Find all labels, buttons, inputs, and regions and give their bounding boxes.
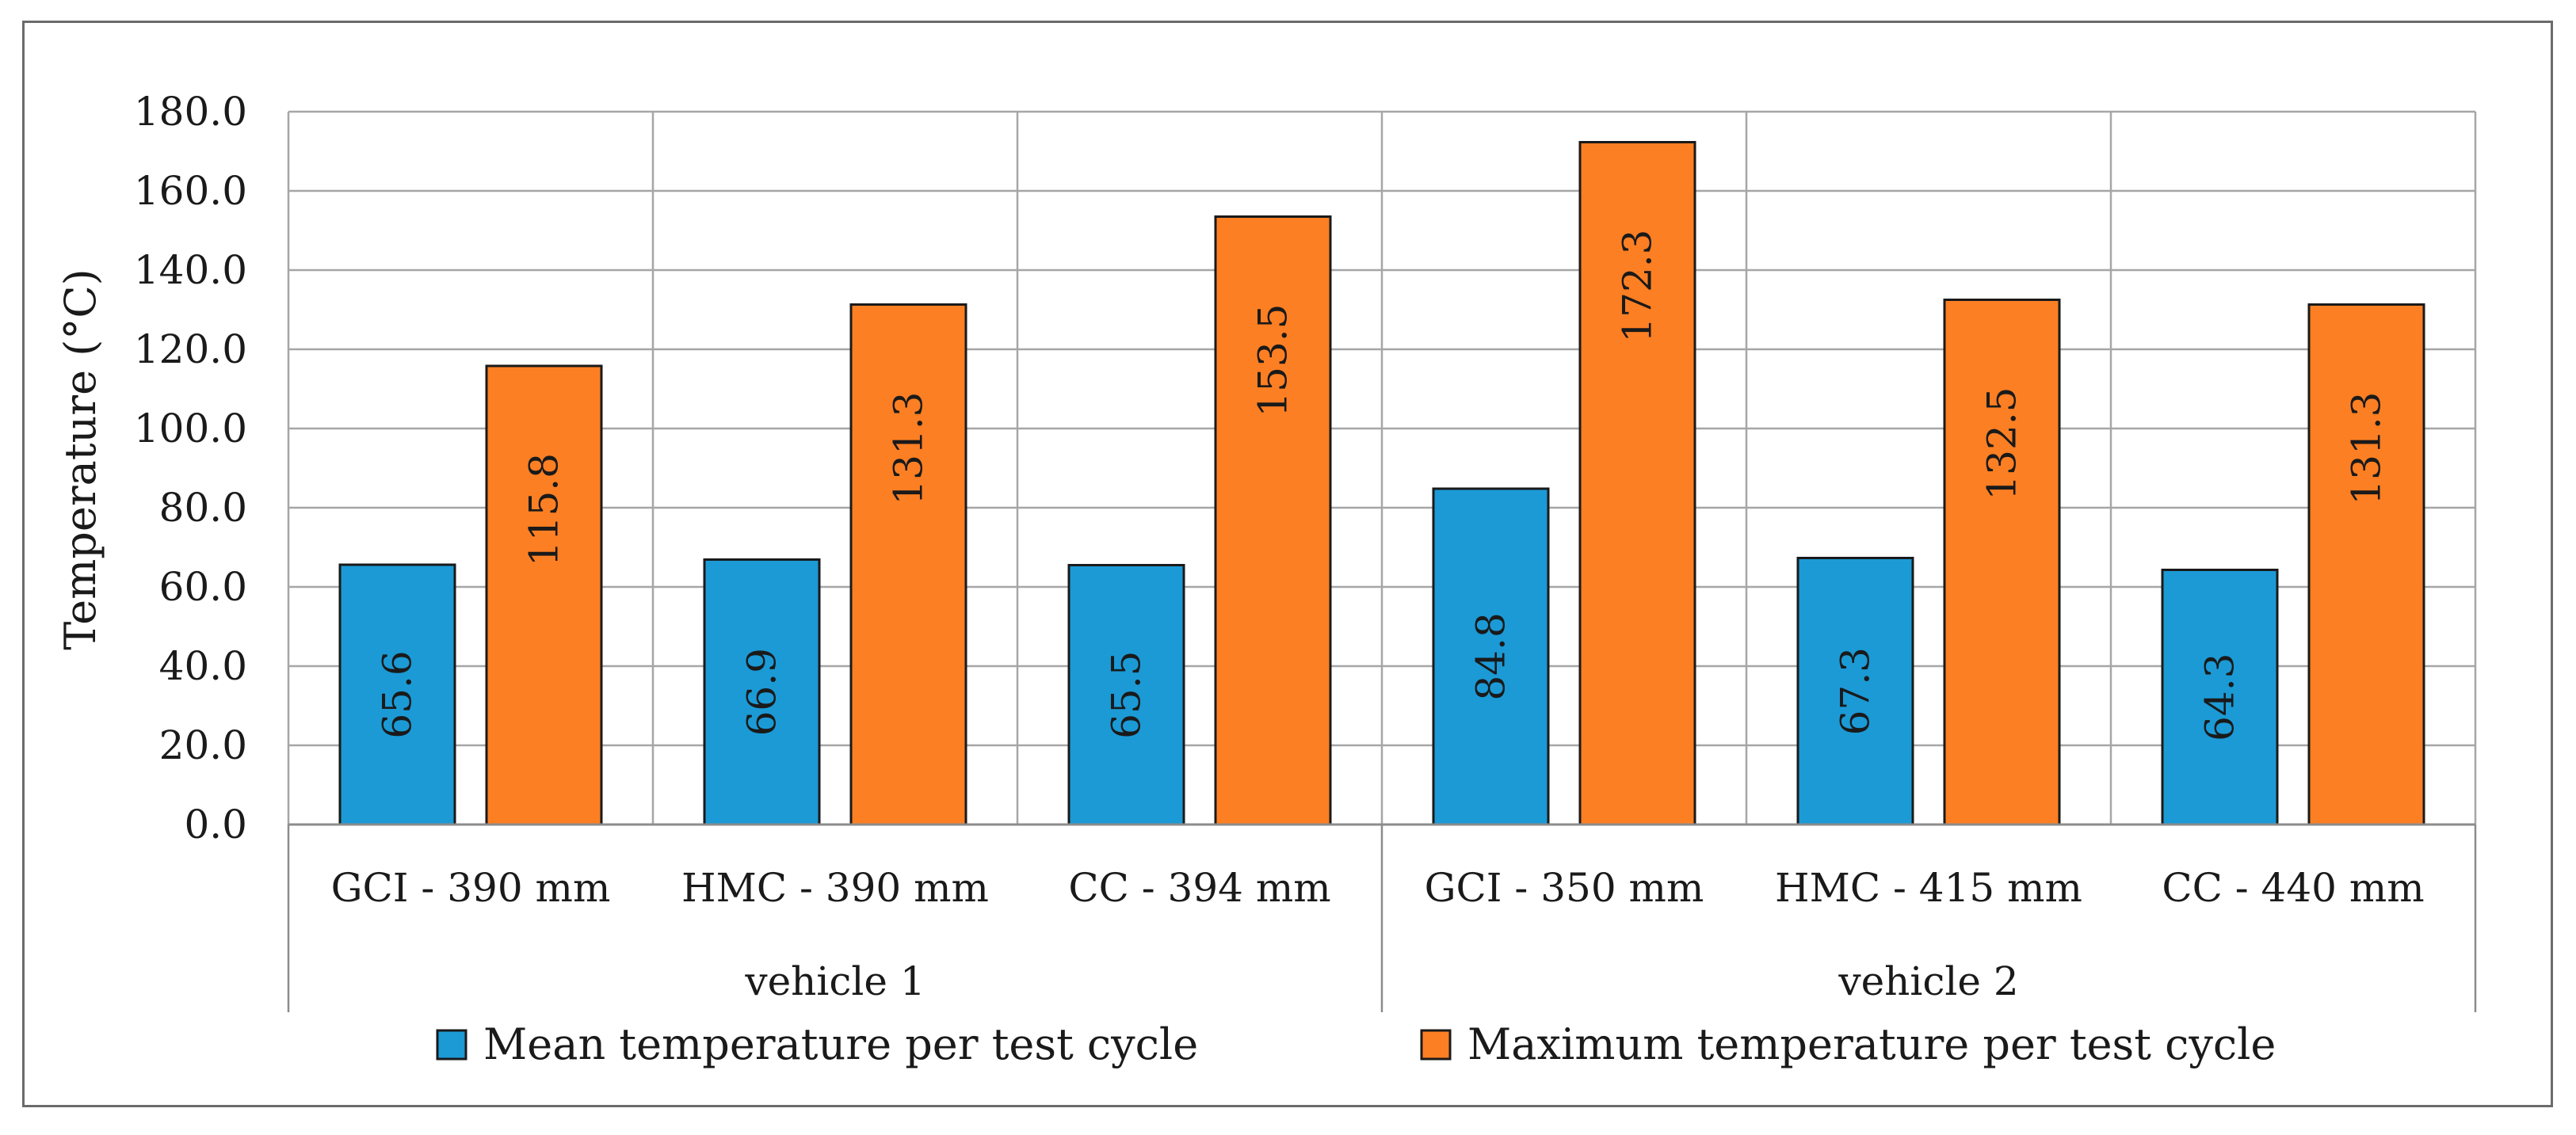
x-tick-label: GCI - 390 mm	[331, 865, 611, 911]
data-label: 67.3	[1833, 647, 1879, 735]
y-tick-label: 80.0	[159, 485, 247, 531]
bar-mean	[338, 563, 456, 826]
y-tick-label: 140.0	[134, 247, 247, 293]
y-tick-label: 60.0	[159, 564, 247, 610]
y-tick-label: 120.0	[134, 326, 247, 372]
legend-swatch-mean	[436, 1029, 467, 1061]
data-label: 65.5	[1104, 651, 1150, 739]
bar-mean	[1796, 557, 1914, 826]
legend-label: Mean temperature per test cycle	[483, 1019, 1198, 1069]
y-tick-label: 0.0	[184, 802, 247, 847]
x-tick-label: GCI - 350 mm	[1425, 865, 1704, 911]
x-tick-label: HMC - 415 mm	[1775, 865, 2082, 911]
y-axis-label: Temperature (°C)	[55, 269, 105, 649]
y-tick-label: 180.0	[134, 89, 247, 135]
data-label: 65.6	[375, 650, 421, 738]
bar-max	[485, 364, 603, 826]
bar-mean	[2161, 569, 2279, 826]
data-label: 153.5	[1250, 304, 1296, 417]
bar-mean	[703, 558, 821, 826]
legend-swatch-max	[1420, 1029, 1452, 1061]
data-label: 131.3	[2344, 392, 2390, 505]
x-tick-label: HMC - 390 mm	[681, 865, 989, 911]
bar-max	[1214, 215, 1332, 826]
data-label: 115.8	[521, 453, 567, 566]
bar-mean	[1067, 564, 1185, 826]
y-tick-label: 160.0	[134, 168, 247, 214]
bar-mean	[1432, 487, 1550, 826]
x-tick-label: CC - 394 mm	[1068, 865, 1330, 911]
bar-max	[2307, 303, 2425, 826]
bar-max	[1578, 141, 1696, 826]
y-tick-label: 20.0	[159, 722, 247, 768]
y-tick-label: 40.0	[159, 643, 247, 689]
data-label: 132.5	[1979, 387, 2025, 501]
legend-label: Maximum temperature per test cycle	[1467, 1019, 2276, 1069]
data-label: 131.3	[886, 392, 932, 505]
data-label: 64.3	[2197, 653, 2243, 741]
x-tick-label: CC - 440 mm	[2162, 865, 2424, 911]
group-label: vehicle 2	[1838, 958, 2018, 1004]
bar-max	[849, 303, 967, 826]
data-label: 172.3	[1615, 230, 1661, 343]
data-label: 84.8	[1468, 612, 1514, 700]
group-label: vehicle 1	[744, 958, 925, 1004]
y-tick-label: 100.0	[134, 406, 247, 451]
bar-max	[1943, 299, 2061, 826]
data-label: 66.9	[739, 648, 785, 736]
